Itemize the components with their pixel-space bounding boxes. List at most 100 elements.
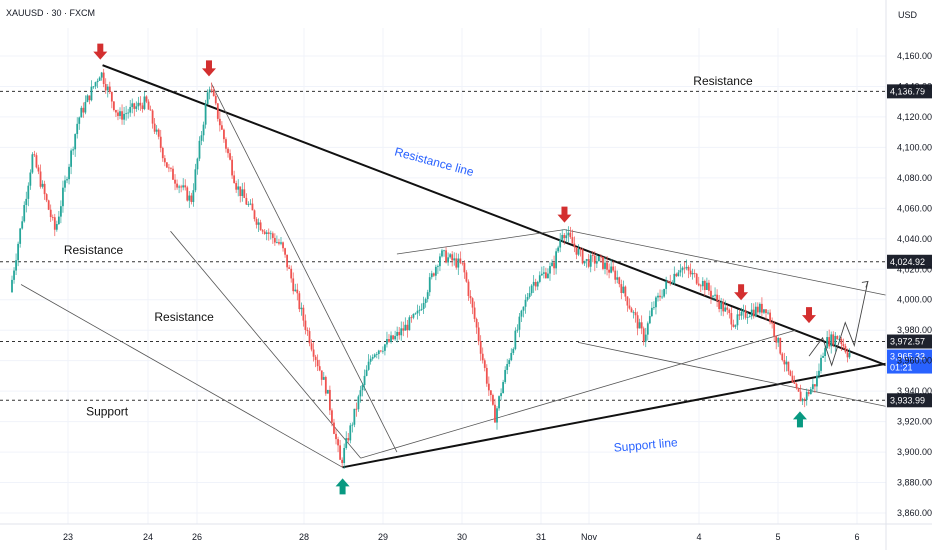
candle[interactable] (848, 348, 851, 360)
candle[interactable] (816, 370, 818, 392)
candle[interactable] (451, 251, 454, 267)
candle[interactable] (41, 180, 44, 189)
candle[interactable] (198, 136, 201, 162)
candle[interactable] (630, 306, 633, 313)
candle[interactable] (744, 305, 747, 320)
candle[interactable] (710, 285, 712, 304)
candle[interactable] (373, 353, 376, 359)
candlesticks[interactable] (11, 68, 851, 469)
candle[interactable] (640, 315, 643, 335)
candle[interactable] (736, 309, 739, 330)
candle[interactable] (504, 366, 507, 384)
candle[interactable] (750, 303, 753, 320)
candle[interactable] (147, 99, 150, 110)
candle[interactable] (424, 297, 427, 308)
candle[interactable] (602, 256, 604, 271)
candle[interactable] (278, 238, 280, 246)
candle[interactable] (286, 254, 289, 271)
candle[interactable] (125, 105, 128, 121)
candle[interactable] (487, 376, 490, 396)
candle[interactable] (21, 216, 24, 230)
candle[interactable] (265, 230, 268, 241)
candle[interactable] (820, 354, 822, 374)
candle[interactable] (754, 302, 757, 318)
candle[interactable] (96, 78, 99, 89)
candle[interactable] (595, 253, 598, 269)
candle[interactable] (37, 164, 40, 175)
candle[interactable] (220, 121, 223, 131)
candle[interactable] (475, 317, 478, 334)
candle[interactable] (799, 384, 802, 402)
candle[interactable] (106, 84, 109, 98)
candle[interactable] (204, 99, 207, 129)
candle[interactable] (426, 289, 429, 303)
candle[interactable] (269, 230, 272, 240)
candle[interactable] (375, 351, 378, 359)
candle[interactable] (494, 398, 496, 423)
candle[interactable] (557, 245, 560, 254)
candle[interactable] (608, 263, 610, 279)
candle[interactable] (846, 348, 849, 363)
candle[interactable] (420, 303, 423, 312)
candle[interactable] (23, 201, 26, 223)
candle[interactable] (489, 390, 492, 402)
candle[interactable] (648, 310, 651, 325)
candle[interactable] (738, 309, 741, 321)
candle[interactable] (758, 302, 761, 315)
candle[interactable] (76, 117, 79, 139)
candle[interactable] (538, 271, 541, 284)
candle[interactable] (329, 385, 331, 415)
candle[interactable] (775, 335, 778, 350)
candle[interactable] (141, 102, 144, 113)
candle[interactable] (70, 148, 72, 175)
candle[interactable] (479, 335, 482, 361)
candle[interactable] (593, 251, 596, 272)
candle[interactable] (591, 251, 594, 263)
candle[interactable] (459, 251, 462, 265)
candle[interactable] (139, 96, 142, 111)
candle[interactable] (159, 129, 162, 153)
candle[interactable] (90, 80, 93, 102)
candle[interactable] (57, 210, 60, 226)
candle[interactable] (496, 406, 498, 430)
candle[interactable] (589, 252, 592, 273)
candle[interactable] (604, 256, 606, 275)
candle[interactable] (78, 116, 81, 130)
candle[interactable] (498, 395, 500, 411)
candle[interactable] (49, 204, 52, 222)
candle[interactable] (671, 280, 674, 285)
candle[interactable] (263, 229, 266, 235)
candle[interactable] (540, 266, 543, 276)
candle[interactable] (653, 301, 655, 310)
candle[interactable] (732, 319, 735, 328)
candle[interactable] (699, 283, 702, 293)
candle[interactable] (661, 289, 663, 299)
candle[interactable] (86, 94, 89, 103)
candle[interactable] (675, 272, 678, 278)
candle[interactable] (620, 279, 623, 300)
candle[interactable] (241, 182, 244, 202)
candle[interactable] (349, 422, 352, 444)
candle[interactable] (681, 266, 684, 278)
candle[interactable] (212, 86, 215, 97)
candle[interactable] (506, 358, 509, 375)
candle[interactable] (412, 313, 415, 320)
candle[interactable] (94, 81, 97, 90)
candle[interactable] (229, 149, 231, 161)
candle[interactable] (121, 104, 123, 125)
candle[interactable] (565, 229, 568, 243)
candle[interactable] (133, 102, 136, 117)
candle[interactable] (304, 314, 307, 335)
candle[interactable] (163, 155, 166, 167)
candle[interactable] (740, 307, 743, 320)
candle[interactable] (722, 298, 725, 317)
candle[interactable] (310, 339, 313, 352)
candle[interactable] (636, 311, 639, 336)
candle[interactable] (461, 262, 464, 266)
candle[interactable] (149, 105, 152, 111)
candle[interactable] (826, 330, 829, 349)
candle[interactable] (379, 350, 382, 353)
time-axis[interactable]: 23 24 26 28 29 30 31 Nov 4 5 6 (0, 523, 932, 542)
candle[interactable] (110, 91, 113, 109)
candle[interactable] (756, 302, 759, 315)
